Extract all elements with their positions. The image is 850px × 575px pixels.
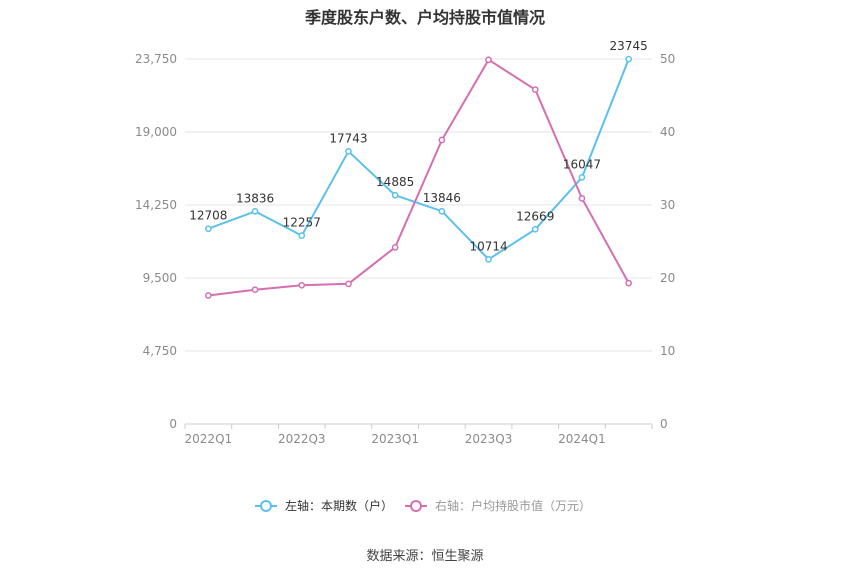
shareholder-count-point	[578, 174, 586, 181]
x-axis-tick-label: 2023Q3	[465, 432, 513, 446]
left-axis-tick-label: 23,750	[135, 52, 177, 66]
right-axis-tick-label: 0	[660, 417, 668, 431]
avg-holding-value-point	[205, 292, 212, 299]
shareholder-count-line	[207, 58, 630, 261]
shareholder-count-point	[438, 207, 446, 215]
data-label: 16047	[563, 157, 601, 171]
avg-holding-value-point	[485, 56, 492, 64]
chart-title: 季度股东户数、户均持股市值情况	[304, 8, 545, 27]
grid-lines	[185, 58, 652, 425]
legend-shareholder-count-label: 左轴：本期数（户）	[285, 498, 393, 513]
shareholder-count-point	[205, 225, 212, 233]
legend-avg-holding-value-label: 右轴：户均持股市值（万元）	[435, 498, 591, 513]
right-axis-tick-label: 30	[660, 198, 675, 212]
data-label: 13846	[423, 191, 461, 205]
data-label: 12669	[516, 209, 554, 223]
data-label: 17743	[329, 131, 367, 145]
data-label: 12257	[283, 216, 321, 230]
right-axis-tick-label: 40	[660, 125, 675, 139]
avg-holding-value-point	[251, 286, 259, 294]
shareholder-count-point	[298, 232, 306, 239]
right-axis-tick-label: 20	[660, 271, 675, 285]
left-axis-tick-label: 4,750	[143, 344, 177, 358]
shareholder-count-point	[531, 225, 539, 233]
data-label: 13836	[236, 191, 274, 205]
left-axis-tick-label: 0	[169, 417, 177, 431]
right-axis-tick-label: 50	[660, 52, 675, 66]
axes: 0 0 4,750 10 9,500 20 14,250 30 19,000 40 23,750 50…	[135, 52, 675, 446]
avg-holding-value-point	[391, 243, 399, 251]
avg-holding-value-point	[578, 195, 586, 202]
avg-holding-value-line	[208, 58, 630, 297]
shareholder-count-point	[345, 147, 352, 155]
shareholder-count-point	[625, 55, 633, 63]
legend: 左轴：本期数（户） 右轴：户均持股市值（万元）	[255, 498, 591, 513]
data-label: 12708	[189, 209, 227, 223]
source-note: 数据来源：恒生聚源	[366, 549, 484, 564]
avg-holding-value-point	[625, 279, 633, 287]
x-axis-tick-label: 2022Q1	[185, 432, 233, 446]
data-label: 23745	[610, 39, 648, 53]
series-lines	[205, 55, 633, 299]
legend-marker	[260, 500, 272, 512]
right-axis-tick-label: 10	[660, 344, 675, 358]
x-axis-tick-label: 2024Q1	[558, 432, 606, 446]
shareholder-count-point	[391, 191, 399, 199]
data-labels: 12708 13836 12257 17743 14885 13846 10714 12669…	[189, 39, 647, 253]
avg-holding-value-point	[438, 136, 446, 144]
data-label: 14885	[376, 175, 414, 189]
shareholder-count-point	[485, 255, 492, 263]
avg-holding-value-point	[531, 86, 539, 94]
avg-holding-value-point	[345, 280, 352, 288]
data-label: 10714	[469, 239, 507, 253]
x-axis-tick-label: 2022Q3	[278, 432, 326, 446]
left-axis-tick-label: 19,000	[135, 125, 177, 139]
left-axis-tick-label: 14,250	[135, 198, 177, 212]
left-axis-tick-label: 9,500	[143, 271, 177, 285]
legend-marker	[410, 500, 422, 512]
x-axis-tick-label: 2023Q1	[371, 432, 419, 446]
shareholder-count-point	[251, 208, 259, 215]
avg-holding-value-point	[298, 281, 306, 289]
